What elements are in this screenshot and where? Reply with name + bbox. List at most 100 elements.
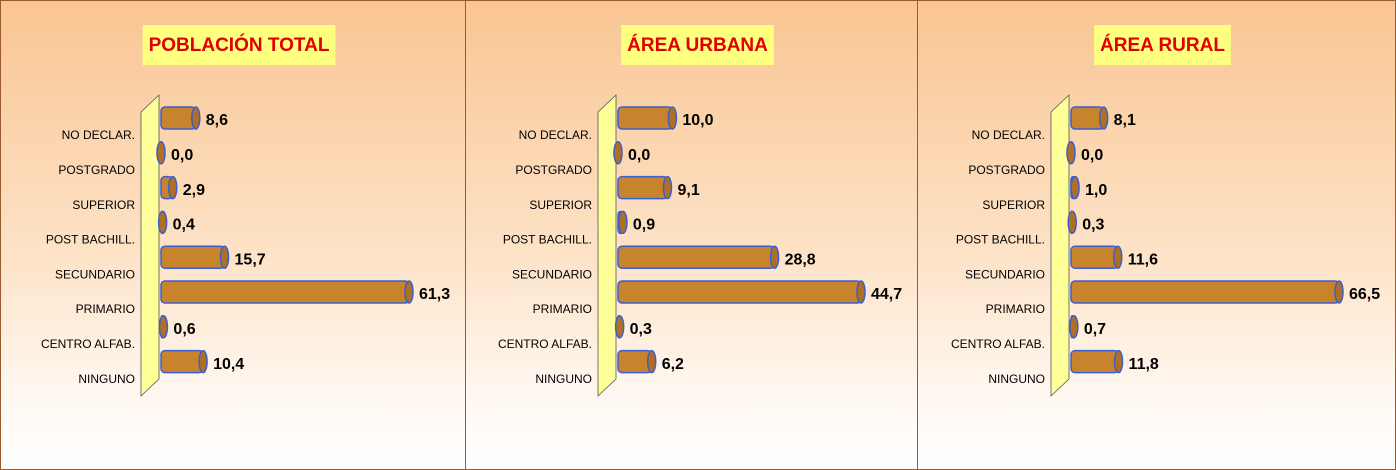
category-label: CENTRO ALFAB. [498,337,592,351]
bar [160,245,226,269]
category-label: SECUNDARIO [512,267,592,281]
value-label: 9,1 [677,182,699,199]
category-label: PRIMARIO [533,302,592,316]
category-label: SUPERIOR [982,198,1045,212]
category-label: CENTRO ALFAB. [41,337,135,351]
bar [1070,280,1340,304]
bar-cap [769,245,780,269]
value-label: 66,5 [1349,286,1380,303]
chart-panel: ÁREA URBANA NO DECLAR. 10,0 POSTGRADO 0,0 SUP… [465,0,918,470]
chart: ÁREA RURAL NO DECLAR. 8,1 POSTGRADO 0,0 SUPER… [951,25,1380,397]
bar [1070,245,1119,269]
category-label: NINGUNO [988,372,1045,386]
category-label: NINGUNO [535,372,592,386]
title-box [142,25,336,65]
bar-cap [1098,106,1109,130]
bar-cap [667,106,678,130]
category-label: SUPERIOR [72,198,135,212]
category-label: POSTGRADO [968,163,1045,177]
category-label: SUPERIOR [529,198,592,212]
value-label: 44,7 [871,286,902,303]
category-label: POSTGRADO [515,163,592,177]
wall [1050,94,1070,397]
bar-cap [1334,280,1344,304]
bar [617,245,776,269]
category-label: NO DECLAR. [519,128,592,142]
value-label: 15,7 [235,251,266,268]
title-box [621,25,774,65]
bar-cap [662,175,673,200]
value-label: 0,0 [1081,147,1103,164]
value-label: 2,9 [183,182,205,199]
value-label: 28,8 [785,251,816,268]
bar-cap [646,349,657,374]
value-label: 6,2 [662,356,684,373]
chart-title: ÁREA RURAL [1100,34,1225,56]
bar-cap [191,106,201,130]
bar-cap [167,175,178,200]
value-label: 0,0 [628,147,650,164]
bar [617,175,669,200]
bar-cap [618,210,628,235]
bar-cap [856,280,866,304]
category-label: CENTRO ALFAB. [951,337,1045,351]
bar-cap [1113,349,1124,374]
bar [617,280,862,304]
category-label: POSTGRADO [58,163,135,177]
bar-cap [613,141,623,165]
category-label: PRIMARIO [76,302,135,316]
chart: ÁREA URBANA NO DECLAR. 10,0 POSTGRADO 0,0 SUP… [498,25,902,397]
wall [597,94,617,397]
category-label: POST BACHILL. [503,233,592,247]
value-label: 0,3 [1082,217,1104,234]
bar [160,280,410,304]
category-label: SECUNDARIO [55,267,135,281]
chart-title: ÁREA URBANA [627,34,768,56]
bar [160,106,197,130]
bar [160,349,204,374]
bar-cap [1067,210,1077,235]
category-label: NO DECLAR. [972,128,1045,142]
chart: POBLACIÓN TOTAL NO DECLAR. 8,6 POSTGRADO 0,0… [41,25,450,397]
bar-cap [1070,175,1080,200]
bar [617,349,653,374]
category-label: POST BACHILL. [46,233,135,247]
bar-cap [404,280,414,304]
value-label: 1,0 [1085,182,1107,199]
value-label: 0,0 [171,147,193,164]
title-box [1094,25,1231,65]
chart-panel: ÁREA RURAL NO DECLAR. 8,1 POSTGRADO 0,0 SUPER… [917,0,1396,470]
bar [617,106,674,130]
category-label: SECUNDARIO [965,267,1045,281]
category-label: POST BACHILL. [956,233,1045,247]
bar-cap [1069,315,1079,339]
value-label: 0,7 [1084,321,1106,338]
category-label: PRIMARIO [986,302,1045,316]
bar [1070,106,1105,130]
value-label: 10,0 [682,112,713,129]
value-label: 8,1 [1114,112,1136,129]
bar-cap [1112,245,1123,269]
value-label: 61,3 [419,286,450,303]
value-label: 0,9 [633,217,655,234]
chart-panel: POBLACIÓN TOTAL NO DECLAR. 8,6 POSTGRADO 0,0… [0,0,466,470]
bar-cap [1066,141,1076,165]
bar-cap [156,141,166,165]
bar-cap [158,315,169,339]
bar-cap [614,315,625,339]
category-label: NO DECLAR. [62,128,135,142]
value-label: 0,4 [173,217,195,234]
bar [1070,349,1120,374]
wall [140,94,160,397]
value-label: 11,6 [1128,251,1158,268]
value-label: 10,4 [213,356,244,373]
value-label: 8,6 [206,112,228,129]
value-label: 0,6 [173,321,195,338]
bar-cap [198,349,208,374]
value-label: 11,8 [1129,356,1159,373]
bar-cap [219,245,230,269]
category-label: NINGUNO [78,372,135,386]
value-label: 0,3 [630,321,652,338]
bar-cap [157,210,168,235]
